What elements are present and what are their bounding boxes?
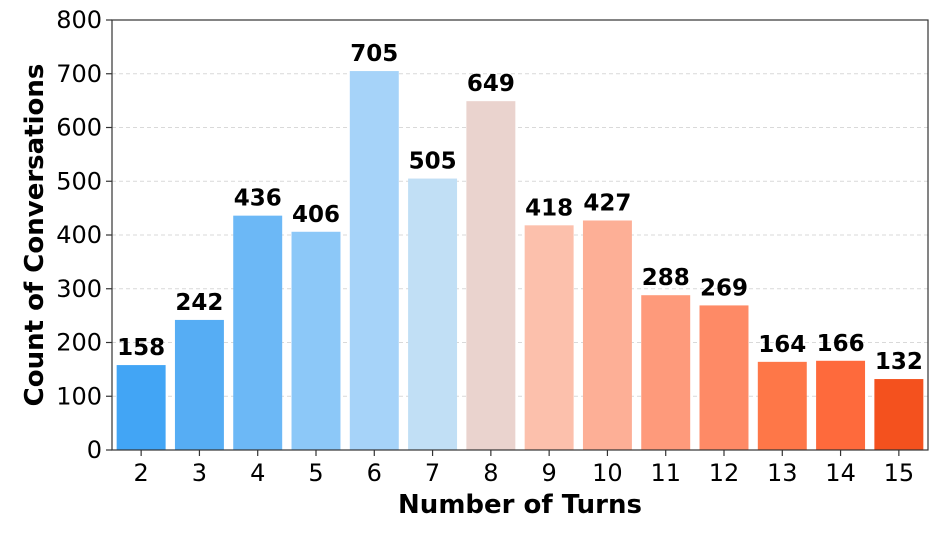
bar-5 bbox=[291, 231, 341, 450]
bars bbox=[116, 71, 924, 450]
x-tick-label-12: 12 bbox=[709, 459, 740, 487]
y-tick-label: 500 bbox=[56, 167, 102, 195]
bar-9 bbox=[524, 225, 574, 450]
value-label-15: 132 bbox=[875, 349, 923, 375]
value-label-14: 166 bbox=[817, 331, 865, 357]
value-label-8: 649 bbox=[467, 71, 515, 97]
x-axis-ticks: 2 3 4 5 6 7 8 9 10 11 12 13 14 15 bbox=[134, 450, 915, 487]
x-tick-label-15: 15 bbox=[884, 459, 915, 487]
value-label-12: 269 bbox=[700, 275, 748, 301]
bar-14 bbox=[816, 360, 866, 450]
y-tick-label: 300 bbox=[56, 275, 102, 303]
value-label-4: 436 bbox=[234, 186, 282, 212]
bar-12 bbox=[699, 305, 749, 450]
x-tick-label-2: 2 bbox=[134, 459, 149, 487]
y-tick-label: 0 bbox=[87, 436, 102, 464]
bar-6 bbox=[349, 71, 399, 450]
x-tick-label-9: 9 bbox=[542, 459, 557, 487]
x-tick-label-5: 5 bbox=[308, 459, 323, 487]
x-tick-label-11: 11 bbox=[650, 459, 681, 487]
value-label-6: 705 bbox=[350, 41, 398, 67]
y-axis-title: Count of Conversations bbox=[20, 64, 50, 407]
y-tick-label: 400 bbox=[56, 221, 102, 249]
value-label-13: 164 bbox=[758, 332, 806, 358]
x-axis-title: Number of Turns bbox=[398, 490, 642, 520]
x-tick-label-7: 7 bbox=[425, 459, 440, 487]
x-tick-label-13: 13 bbox=[767, 459, 798, 487]
bar-4 bbox=[233, 215, 283, 450]
value-label-5: 406 bbox=[292, 202, 340, 228]
value-label-3: 242 bbox=[175, 290, 223, 316]
y-axis-ticks: 0 100 200 300 400 500 600 700 800 bbox=[56, 6, 112, 464]
x-tick-label-8: 8 bbox=[483, 459, 498, 487]
x-tick-label-6: 6 bbox=[367, 459, 382, 487]
bar-13 bbox=[757, 361, 807, 450]
y-tick-label: 100 bbox=[56, 382, 102, 410]
x-tick-label-3: 3 bbox=[192, 459, 207, 487]
x-tick-label-4: 4 bbox=[250, 459, 265, 487]
bar-15 bbox=[874, 379, 924, 450]
y-tick-label: 800 bbox=[56, 6, 102, 34]
value-label-2: 158 bbox=[117, 335, 165, 361]
value-labels: 158 242 436 406 705 505 649 418 427 288 269 164 166 1… bbox=[117, 41, 923, 375]
value-label-11: 288 bbox=[642, 265, 690, 291]
y-tick-label: 200 bbox=[56, 329, 102, 357]
x-tick-label-14: 14 bbox=[825, 459, 856, 487]
value-label-10: 427 bbox=[583, 190, 631, 216]
bar-2 bbox=[116, 365, 166, 450]
value-label-7: 505 bbox=[409, 149, 457, 175]
bar-11 bbox=[641, 295, 691, 450]
y-tick-label: 700 bbox=[56, 60, 102, 88]
x-tick-label-10: 10 bbox=[592, 459, 623, 487]
bar-10 bbox=[582, 220, 632, 450]
y-tick-label: 600 bbox=[56, 114, 102, 142]
bar-8 bbox=[466, 101, 516, 450]
bar-7 bbox=[408, 178, 458, 450]
value-label-9: 418 bbox=[525, 195, 573, 221]
bar-3 bbox=[174, 319, 224, 450]
